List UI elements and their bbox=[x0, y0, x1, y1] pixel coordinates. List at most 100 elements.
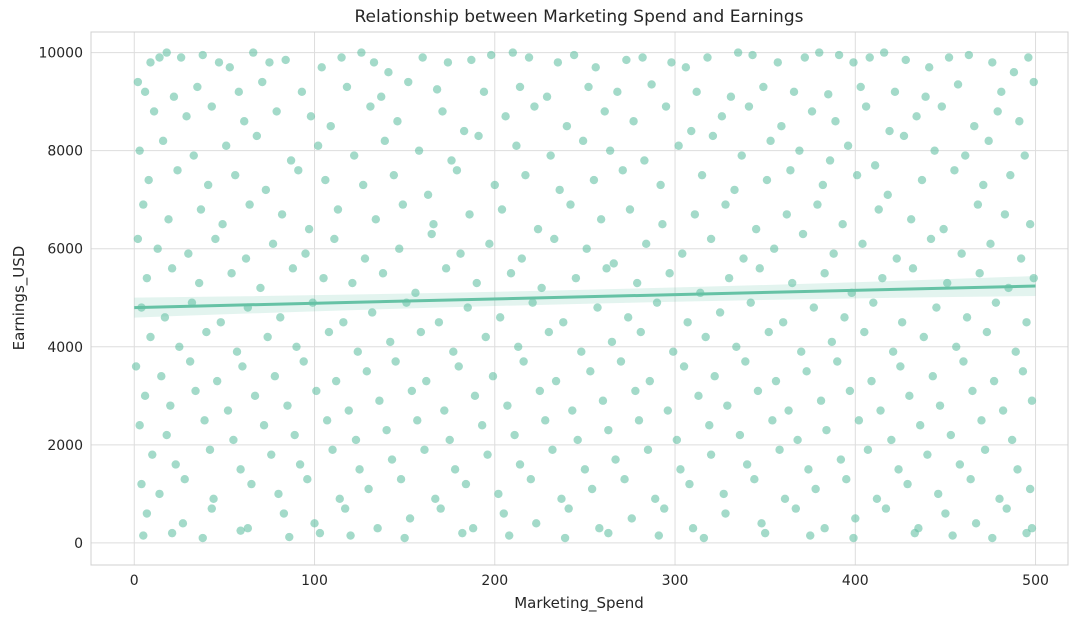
data-point bbox=[542, 92, 552, 101]
data-point bbox=[683, 318, 692, 327]
data-point bbox=[723, 401, 732, 410]
data-point bbox=[681, 63, 691, 72]
data-point bbox=[495, 313, 505, 322]
data-point bbox=[800, 53, 810, 62]
data-point bbox=[155, 53, 164, 62]
data-point bbox=[899, 131, 909, 141]
data-point bbox=[198, 50, 207, 60]
data-point bbox=[243, 524, 253, 533]
data-point bbox=[660, 504, 669, 513]
data-point bbox=[807, 107, 817, 116]
data-point bbox=[815, 48, 824, 57]
data-point bbox=[295, 460, 305, 469]
data-point bbox=[441, 264, 451, 273]
data-point bbox=[418, 53, 427, 62]
data-point bbox=[919, 332, 928, 342]
data-point bbox=[694, 391, 703, 401]
data-point bbox=[297, 87, 307, 97]
data-point bbox=[249, 48, 258, 57]
data-point bbox=[182, 112, 191, 121]
data-point bbox=[306, 112, 316, 121]
data-point bbox=[184, 249, 193, 258]
data-point bbox=[479, 87, 489, 97]
data-point bbox=[806, 531, 815, 540]
data-point bbox=[357, 48, 366, 57]
data-point bbox=[986, 239, 995, 249]
data-point bbox=[953, 80, 963, 89]
data-point bbox=[703, 53, 712, 62]
data-point bbox=[921, 92, 930, 101]
data-point bbox=[378, 269, 388, 278]
data-point bbox=[167, 264, 177, 273]
data-point bbox=[618, 166, 627, 175]
data-point bbox=[1027, 524, 1037, 533]
data-point bbox=[434, 318, 444, 327]
data-point bbox=[279, 509, 289, 518]
data-point bbox=[744, 102, 754, 111]
data-point bbox=[294, 166, 303, 175]
data-point bbox=[423, 190, 433, 199]
data-point bbox=[485, 239, 494, 249]
data-point bbox=[993, 107, 1002, 116]
data-point bbox=[380, 136, 390, 146]
data-point bbox=[200, 416, 209, 425]
data-point bbox=[481, 332, 490, 342]
data-point bbox=[512, 141, 521, 150]
data-point bbox=[198, 533, 207, 543]
data-point bbox=[577, 347, 586, 356]
data-point bbox=[669, 347, 678, 356]
data-point bbox=[778, 318, 788, 327]
data-point bbox=[1013, 465, 1022, 474]
data-point bbox=[550, 234, 559, 244]
data-point bbox=[874, 205, 883, 214]
data-point bbox=[566, 200, 575, 209]
data-point bbox=[369, 58, 379, 67]
data-point bbox=[797, 347, 806, 356]
data-point bbox=[167, 528, 177, 538]
data-point bbox=[679, 362, 689, 371]
data-point bbox=[202, 327, 211, 337]
data-point bbox=[732, 342, 741, 351]
data-point bbox=[211, 234, 220, 244]
data-point bbox=[923, 450, 932, 459]
data-point bbox=[537, 283, 546, 293]
data-point bbox=[580, 465, 590, 474]
data-point bbox=[351, 435, 361, 445]
data-point bbox=[968, 386, 977, 396]
data-point bbox=[912, 112, 921, 121]
data-point bbox=[979, 180, 988, 190]
data-point bbox=[189, 151, 198, 160]
data-point bbox=[503, 401, 512, 410]
data-point bbox=[782, 210, 791, 219]
data-point bbox=[158, 136, 168, 146]
data-point bbox=[238, 362, 247, 371]
data-point bbox=[310, 519, 319, 528]
data-point bbox=[640, 156, 649, 165]
data-point bbox=[247, 479, 256, 489]
data-point bbox=[429, 220, 438, 229]
data-point bbox=[449, 347, 458, 356]
data-point bbox=[541, 416, 550, 425]
data-point bbox=[998, 406, 1008, 415]
data-point bbox=[809, 303, 819, 312]
x-axis-title: Marketing_Spend bbox=[514, 594, 644, 613]
data-point bbox=[636, 327, 645, 337]
data-point bbox=[849, 58, 858, 67]
data-point bbox=[490, 180, 499, 190]
data-point bbox=[798, 229, 808, 239]
data-point bbox=[292, 342, 301, 351]
data-point bbox=[1020, 151, 1029, 160]
data-point bbox=[1002, 504, 1011, 513]
data-point bbox=[852, 170, 862, 180]
data-point bbox=[625, 205, 635, 214]
data-point bbox=[458, 528, 467, 538]
data-point bbox=[1025, 220, 1035, 229]
data-point bbox=[901, 55, 910, 65]
data-point bbox=[526, 474, 536, 484]
data-point bbox=[930, 146, 939, 155]
data-point bbox=[450, 465, 460, 474]
data-point bbox=[472, 278, 481, 288]
data-point bbox=[717, 112, 727, 121]
data-point bbox=[643, 445, 653, 454]
